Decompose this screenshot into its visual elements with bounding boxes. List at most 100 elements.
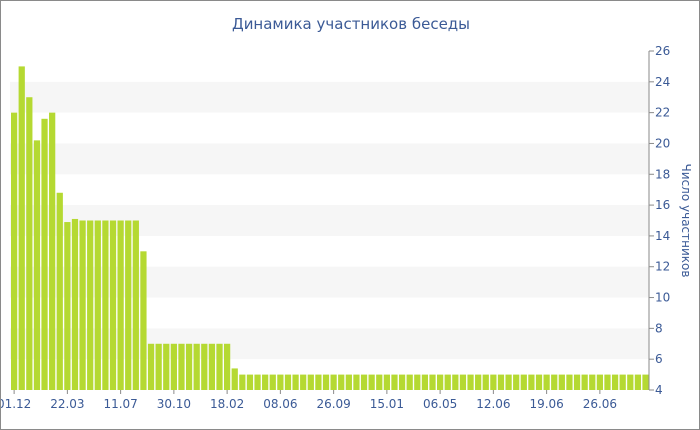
y-tick-label: 14: [655, 229, 670, 243]
bars-group: [11, 66, 649, 391]
bar: [513, 374, 520, 390]
bar: [18, 66, 25, 390]
bar: [71, 218, 79, 390]
bar: [414, 374, 421, 390]
bar: [551, 374, 558, 390]
bar: [224, 343, 231, 390]
chart-title: Динамика участников беседы: [232, 15, 470, 33]
bar: [262, 374, 269, 390]
bar: [178, 343, 185, 390]
bar: [277, 374, 284, 390]
bar: [452, 374, 459, 390]
y-tick-label: 22: [655, 106, 670, 120]
bar: [444, 374, 451, 390]
bar: [87, 220, 94, 390]
bar: [56, 192, 63, 390]
bar: [634, 374, 642, 390]
y-axis-label: Число участников: [679, 164, 693, 278]
x-tick-label: 08.06: [263, 397, 297, 411]
bar: [520, 374, 527, 390]
bar: [239, 374, 246, 390]
y-tick-label: 20: [655, 136, 670, 150]
x-axis-ticks: 01.12 22.03 11.07 30.10 18.02 08.06 26.09 15.01…: [1, 390, 617, 411]
bar: [627, 374, 634, 390]
bar: [64, 222, 71, 390]
bar: [41, 118, 48, 391]
bar: [208, 343, 216, 390]
grid-band: [10, 266, 649, 298]
grid-band: [10, 205, 649, 236]
bar: [201, 343, 208, 390]
bar: [315, 374, 322, 390]
bar: [49, 112, 56, 391]
bar: [216, 343, 223, 390]
bar: [132, 220, 139, 390]
grid-band: [10, 328, 649, 360]
y-tick-label: 24: [655, 75, 670, 89]
bar: [589, 374, 596, 390]
bar: [383, 374, 390, 390]
bar: [482, 374, 489, 390]
x-tick-label: 22.03: [50, 397, 84, 411]
bar: [505, 374, 512, 390]
bar: [581, 374, 588, 390]
y-tick-label: 8: [655, 321, 663, 335]
bar: [254, 374, 261, 390]
bar: [368, 374, 375, 390]
bar: [102, 220, 109, 390]
y-tick-label: 4: [655, 383, 663, 397]
bar: [140, 251, 147, 390]
bar: [421, 374, 429, 390]
bar: [269, 374, 276, 390]
bar: [11, 112, 18, 391]
bar: [437, 374, 444, 390]
bar: [307, 374, 314, 390]
bar: [147, 343, 155, 390]
x-tick-label: 11.07: [103, 397, 137, 411]
bar: [125, 220, 132, 390]
x-tick-label: 30.10: [157, 397, 191, 411]
x-tick-label: 19.06: [529, 397, 563, 411]
bar: [642, 374, 649, 390]
y-axis-ticks: 4 6 8 10 12 14 16 18 20 22 24 26: [648, 44, 670, 397]
bar: [94, 220, 101, 390]
bar: [596, 374, 603, 390]
bar: [193, 343, 200, 390]
bar: [398, 374, 406, 390]
bar: [558, 374, 565, 390]
x-tick-label: 12.06: [476, 397, 510, 411]
bar: [376, 374, 383, 390]
bar: [246, 374, 254, 390]
bar: [284, 374, 292, 390]
bar: [391, 374, 398, 390]
y-tick-label: 6: [655, 352, 663, 366]
bar: [163, 343, 170, 390]
bar: [300, 374, 307, 390]
bar: [467, 374, 474, 390]
grid-band: [10, 81, 649, 113]
y-tick-label: 16: [655, 198, 670, 212]
y-tick-label: 18: [655, 167, 670, 181]
bar: [353, 374, 360, 390]
bar: [528, 374, 535, 390]
bar: [231, 368, 238, 390]
bar: [490, 374, 497, 390]
bar: [566, 374, 573, 390]
bar: [26, 97, 33, 391]
y-tick-label: 26: [655, 44, 670, 58]
bar: [109, 220, 117, 390]
bar: [619, 374, 626, 390]
bar: [573, 374, 581, 390]
x-tick-label: 01.12: [1, 397, 31, 411]
x-tick-label: 18.02: [210, 397, 244, 411]
bar: [79, 220, 86, 390]
bar: [459, 374, 467, 390]
x-tick-label: 15.01: [370, 397, 404, 411]
bar: [185, 343, 193, 390]
bar: [33, 140, 41, 390]
bar: [170, 343, 177, 390]
bar: [475, 374, 482, 390]
y-tick-label: 10: [655, 291, 670, 305]
